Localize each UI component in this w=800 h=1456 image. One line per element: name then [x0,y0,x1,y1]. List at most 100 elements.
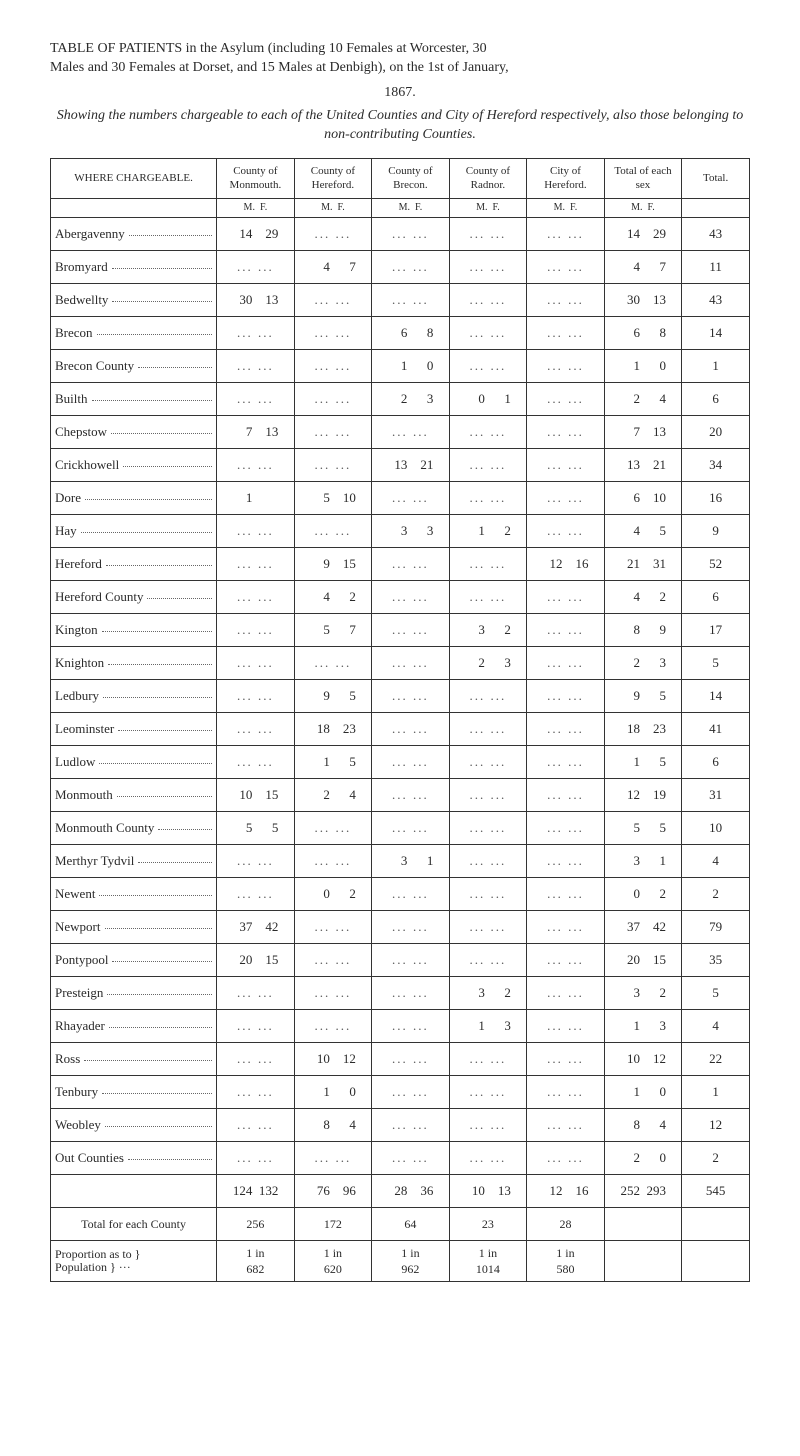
data-cell: ... ... [449,778,527,811]
page-header: TABLE OF PATIENTS in the Asylum (includi… [50,40,750,78]
data-cell: ... ... [294,910,372,943]
data-cell: ... ... [372,415,450,448]
data-cell: 31 [604,844,682,877]
table-row: Crickhowell... ...... ...1321... ...... … [51,448,750,481]
data-cell: ... ... [294,415,372,448]
blank-cell [51,198,217,217]
data-cell: ... ... [449,316,527,349]
data-cell: ... ... [527,415,605,448]
data-cell: ... ... [527,844,605,877]
table-row: Bromyard... ...47... ...... ...... ...47… [51,250,750,283]
row-total: 4 [682,1009,750,1042]
data-cell: ... ... [217,745,295,778]
data-cell: 15 [604,745,682,778]
mf-label: M. F. [217,198,295,217]
data-cell: ... ... [217,514,295,547]
data-cell: ... ... [372,283,450,316]
data-cell: ... ... [449,844,527,877]
data-cell: 12 [449,514,527,547]
data-cell: ... ... [449,943,527,976]
subtitle: Showing the numbers chargeable to each o… [50,107,750,145]
table-row: Knighton... ...... ...... ...23... ...23… [51,646,750,679]
data-cell: ... ... [527,745,605,778]
data-cell: 1012 [294,1042,372,1075]
row-total: 5 [682,976,750,1009]
data-cell: ... ... [294,646,372,679]
table-row: Kington... ...57... ...32... ...8917 [51,613,750,646]
data-cell: 01 [449,382,527,415]
grand-total: 545 [682,1174,750,1207]
table-row: Rhayader... ...... ...... ...13... ...13… [51,1009,750,1042]
data-cell: ... ... [372,745,450,778]
data-cell: 1216 [527,547,605,580]
data-cell: ... ... [372,778,450,811]
data-cell: 915 [294,547,372,580]
patients-table: WHERE CHARGEABLE. County of Monmouth. Co… [50,158,750,1282]
place-cell: Ledbury [51,679,217,712]
data-cell: ... ... [449,877,527,910]
data-cell: 3742 [604,910,682,943]
table-row: Brecon... ...... ...68... ...... ...6814 [51,316,750,349]
data-cell: ... ... [217,382,295,415]
place-cell: Newent [51,877,217,910]
data-cell: ... ... [217,1042,295,1075]
proportion-label: Proportion as to }Population } ··· [51,1240,217,1281]
data-cell: 713 [604,415,682,448]
data-cell: 1216 [527,1174,605,1207]
place-cell: Rhayader [51,1009,217,1042]
data-cell: ... ... [294,844,372,877]
data-cell: ... ... [294,349,372,382]
row-total: 34 [682,448,750,481]
data-cell: 55 [604,811,682,844]
data-cell: ... ... [449,250,527,283]
data-cell: ... ... [217,1141,295,1174]
blank-cell [682,198,750,217]
table-row: Tenbury... ...10... ...... ...... ...101 [51,1075,750,1108]
data-cell: 1015 [217,778,295,811]
data-cell: ... ... [527,778,605,811]
data-cell: 68 [604,316,682,349]
data-cell: ... ... [217,844,295,877]
data-cell: ... ... [449,217,527,250]
place-cell: Leominster [51,712,217,745]
data-cell: ... ... [372,250,450,283]
data-cell: 1321 [604,448,682,481]
data-cell: ... ... [449,1042,527,1075]
data-cell: ... ... [449,448,527,481]
data-cell: 31 [372,844,450,877]
data-cell: ... ... [527,1009,605,1042]
table-row: Hay... ...... ...3312... ...459 [51,514,750,547]
proportion-cell: 1 in682 [217,1240,295,1281]
data-cell: ... ... [372,217,450,250]
row-total: 35 [682,943,750,976]
data-cell: ... ... [527,1075,605,1108]
proportion-cell: 1 in620 [294,1240,372,1281]
table-row: Newport3742... ...... ...... ...... ...3… [51,910,750,943]
mf-label: M. F. [294,198,372,217]
data-cell: ... ... [527,283,605,316]
row-total: 12 [682,1108,750,1141]
data-cell: ... ... [217,976,295,1009]
data-cell: 02 [294,877,372,910]
data-cell: ... ... [449,349,527,382]
data-cell: ... ... [527,613,605,646]
col-monmouth: County of Monmouth. [217,159,295,198]
data-cell: ... ... [527,382,605,415]
data-cell: 713 [217,415,295,448]
data-cell: ... ... [372,910,450,943]
col-where: WHERE CHARGEABLE. [51,159,217,198]
data-cell: ... ... [294,811,372,844]
data-cell: ... ... [527,448,605,481]
county-total-row: Total for each County256172642328 [51,1207,750,1240]
data-cell: 42 [294,580,372,613]
row-total: 2 [682,1141,750,1174]
place-cell: Monmouth [51,778,217,811]
place-cell: Kington [51,613,217,646]
data-cell: 3742 [217,910,295,943]
data-cell: ... ... [217,250,295,283]
data-cell: ... ... [372,877,450,910]
row-total: 79 [682,910,750,943]
data-cell: 2836 [372,1174,450,1207]
data-cell: ... ... [527,1141,605,1174]
data-cell: ... ... [527,580,605,613]
